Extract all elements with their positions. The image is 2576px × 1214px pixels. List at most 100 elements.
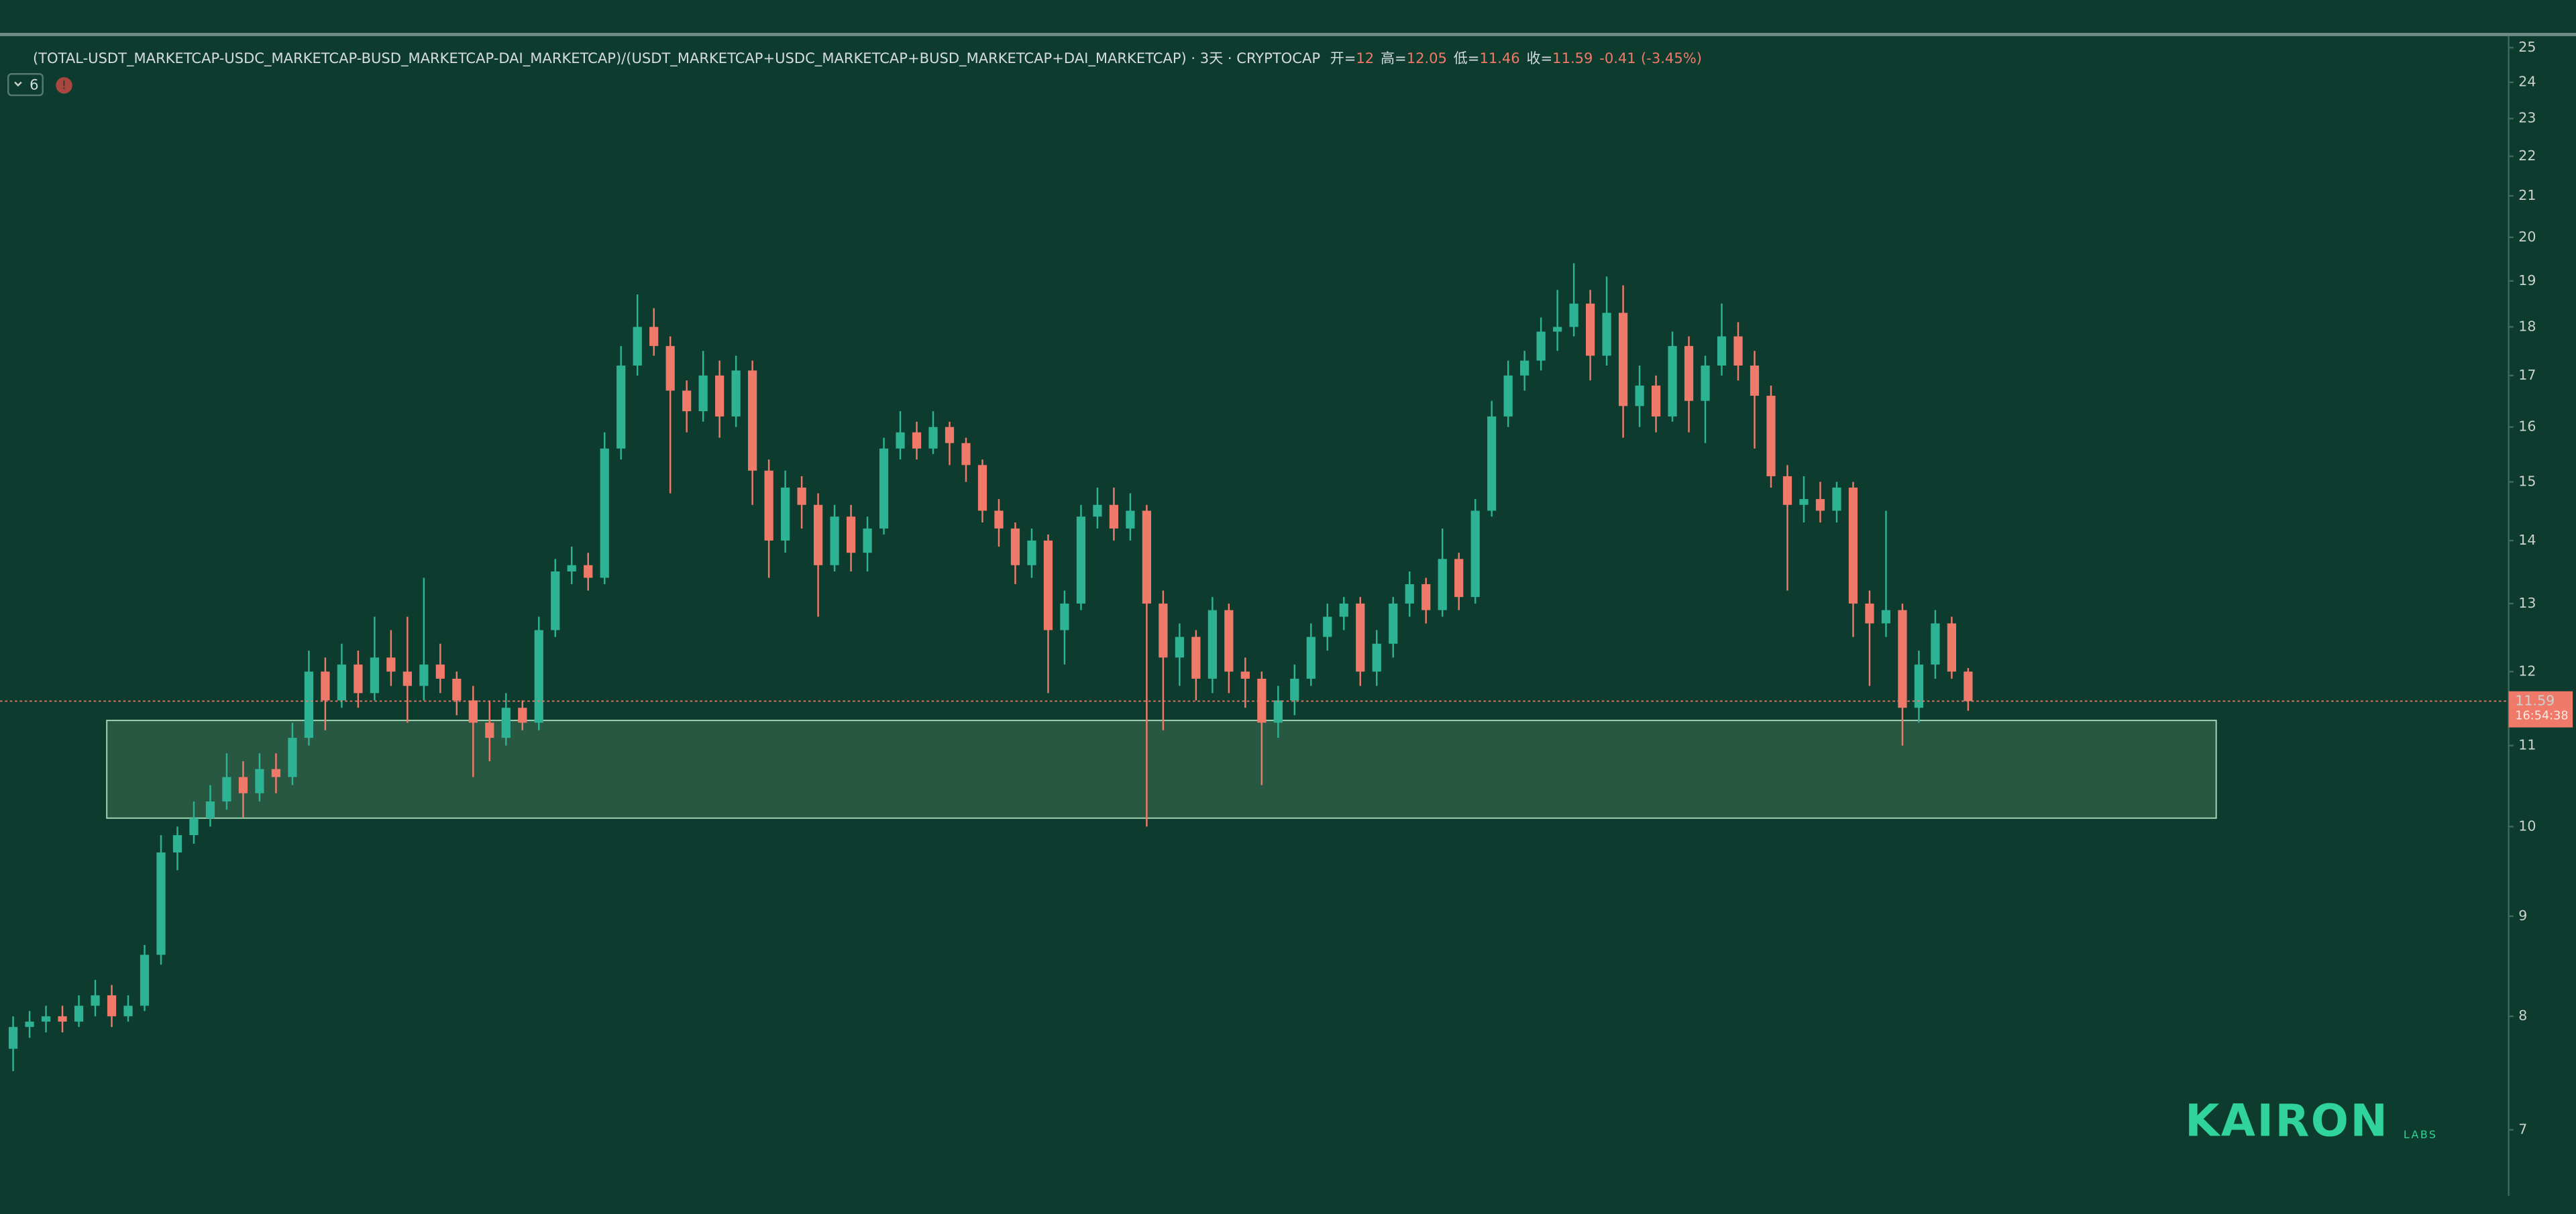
candle-body [1372, 643, 1381, 672]
candle-body [961, 443, 971, 465]
candle-body [1405, 584, 1414, 604]
ohlc-label: 低= [1454, 50, 1480, 66]
y-tick-label: 13 [2518, 595, 2536, 611]
candle-body [682, 390, 692, 412]
candle-body [1569, 303, 1578, 327]
candle-body [1290, 678, 1299, 701]
watermark: KAIRON [2185, 1095, 2389, 1146]
candle-body [1766, 396, 1776, 477]
ohlc-value: 11.59 [1552, 50, 1593, 66]
candle-body [1159, 603, 1168, 658]
candle-body [1815, 499, 1825, 511]
ohlc-label: 高= [1381, 50, 1407, 66]
candle-body [402, 671, 412, 686]
candle-body [1881, 610, 1891, 624]
candle-body [1487, 416, 1497, 511]
candle-body [1240, 671, 1250, 679]
candle-body [1898, 610, 1907, 708]
candle-body [846, 516, 856, 553]
candle-body [1635, 385, 1644, 406]
candle-body [107, 995, 117, 1017]
candle-body [994, 510, 1004, 529]
candle-body [1421, 584, 1431, 610]
ohlc-value: 12 [1356, 50, 1374, 66]
candle-body [551, 571, 560, 630]
y-tick-label: 23 [2518, 110, 2536, 126]
candle-body [649, 327, 659, 346]
candle-body [1389, 603, 1398, 644]
y-tick-label: 8 [2518, 1007, 2527, 1024]
candle-body [1782, 476, 1792, 505]
candle-body [1126, 510, 1135, 529]
candle-body [1701, 366, 1710, 401]
candle-body [1536, 331, 1546, 361]
y-tick-label: 22 [2518, 148, 2536, 164]
candle-body [1323, 616, 1332, 637]
candle-body [1191, 637, 1201, 679]
candle-body [123, 1005, 133, 1017]
y-tick-label: 7 [2518, 1121, 2527, 1137]
y-tick-label: 24 [2518, 74, 2536, 90]
candle-body [1503, 375, 1513, 417]
candle-body [1339, 603, 1348, 617]
candle-body [1964, 671, 1973, 702]
candle-body [1602, 313, 1611, 356]
alert-mark: ! [62, 78, 66, 92]
candle-body [1060, 603, 1069, 630]
candle-body [534, 630, 543, 723]
candle-body [501, 708, 511, 738]
candle-body [91, 995, 100, 1006]
candle-body [271, 769, 281, 777]
y-tick-label: 25 [2518, 39, 2536, 55]
candle-body [1109, 504, 1119, 529]
chart-header: (TOTAL-USDT_MARKETCAP-USDC_MARKETCAP-BUS… [33, 50, 1702, 66]
candle-body [354, 664, 363, 694]
candle-body [1010, 528, 1020, 565]
candle-body [1914, 664, 1924, 708]
candle-body [1717, 336, 1727, 366]
candle-body [1520, 360, 1529, 376]
candle-body [1208, 610, 1217, 679]
y-tick-label: 11 [2518, 737, 2536, 753]
candle-body [863, 528, 872, 553]
indicator-toggle[interactable] [7, 72, 44, 97]
candle-body [25, 1022, 34, 1028]
candle-body [1438, 559, 1447, 610]
candle-body [172, 835, 182, 853]
candle-body [945, 427, 955, 443]
candle-body [41, 1016, 51, 1022]
candle-body [1224, 610, 1234, 672]
y-tick-label: 21 [2518, 187, 2536, 203]
candle-body [304, 671, 314, 738]
y-tick-label: 20 [2518, 229, 2536, 245]
chevron-icon [14, 81, 22, 87]
candle-body [813, 504, 823, 565]
candle-body [485, 722, 494, 738]
candle-body [1733, 336, 1743, 366]
candle-body [1931, 623, 1940, 665]
candle-body [1832, 487, 1841, 511]
candle-body [879, 448, 889, 529]
ohlc-value: 12.05 [1407, 50, 1447, 66]
ohlc-label: 收= [1527, 50, 1553, 66]
candle-body [600, 448, 609, 578]
candle-body [1356, 603, 1365, 672]
symbol-title: (TOTAL-USDT_MARKETCAP-USDC_MARKETCAP-BUS… [33, 50, 1320, 66]
candle-body [698, 375, 708, 412]
change-percent: (-3.45%) [1641, 50, 1702, 66]
alert-icon[interactable] [56, 77, 72, 94]
y-tick-label: 18 [2518, 318, 2536, 334]
ohlc-value: 11.46 [1479, 50, 1519, 66]
countdown-label: 16:54:38 [2515, 709, 2568, 722]
candle-body [665, 345, 675, 391]
candle-body [238, 777, 248, 793]
candle-body [715, 375, 724, 417]
candle-body [321, 671, 330, 701]
candle-body [1848, 487, 1858, 604]
candle-body [584, 565, 593, 578]
candle-body [189, 818, 199, 836]
y-tick-label: 16 [2518, 419, 2536, 435]
candle-body [1093, 504, 1102, 517]
